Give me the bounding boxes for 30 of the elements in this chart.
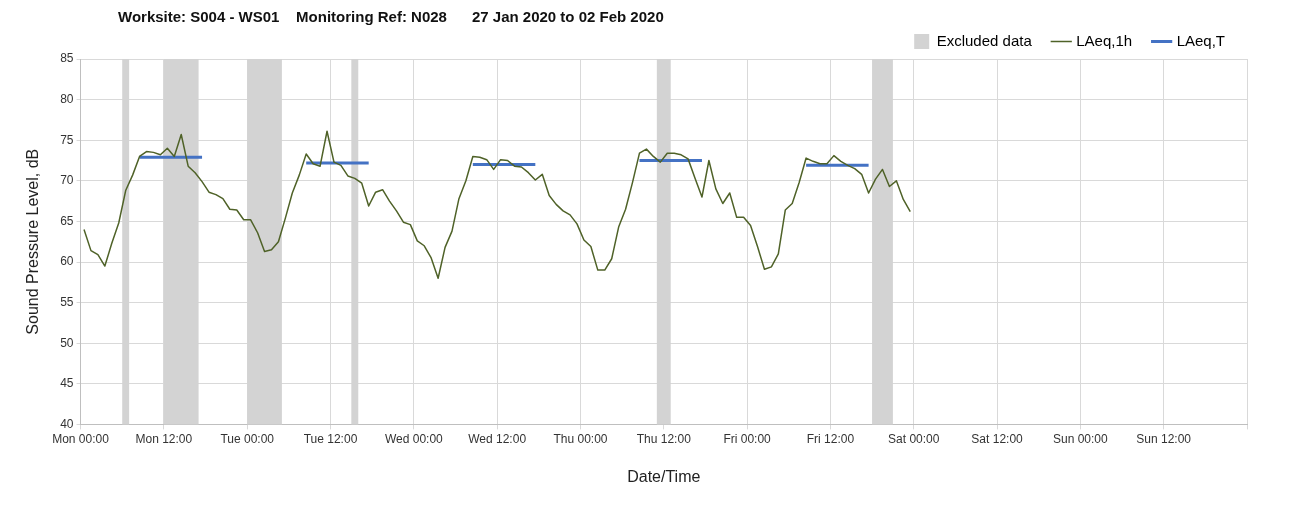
- y-tick-label: 85: [60, 51, 74, 66]
- x-axis-title: Date/Time: [627, 467, 701, 485]
- y-tick-label: 80: [60, 91, 74, 106]
- x-tick-label: Tue 00:00: [220, 431, 275, 446]
- x-tick-label: Wed 12:00: [468, 431, 527, 446]
- x-tick-label: Wed 00:00: [384, 431, 444, 446]
- y-tick-label: 55: [60, 294, 74, 309]
- x-tick-label: Thu 12:00: [636, 431, 692, 446]
- chart-title: Worksite: S004 - WS01 Monitoring Ref: N028 27 Jan 2020 to 02 Feb 2020: [118, 8, 664, 25]
- legend-label: LAeq,1h: [1076, 31, 1133, 49]
- x-tick-label: Fri 00:00: [723, 431, 772, 446]
- x-tick-label: Mon 00:00: [52, 431, 110, 446]
- y-tick-label: 65: [60, 213, 74, 228]
- y-axis-title: Sound Pressure Level, dB: [24, 148, 42, 335]
- y-tick-label: 60: [60, 254, 74, 269]
- x-tick-label: Thu 00:00: [553, 431, 608, 446]
- y-tick-label: 45: [60, 376, 74, 391]
- x-tick-label: Sat 12:00: [971, 431, 1024, 446]
- x-tick-label: Tue 12:00: [303, 431, 358, 446]
- x-tick-label: Sat 00:00: [888, 431, 940, 446]
- legend-label: LAeq,T: [1176, 31, 1226, 49]
- x-tick-label: Fri 12:00: [806, 431, 855, 446]
- y-tick-label: 70: [60, 173, 74, 188]
- y-tick-label: 50: [60, 335, 74, 350]
- y-tick-label: 75: [60, 132, 74, 147]
- y-tick-label: 40: [60, 416, 74, 431]
- x-tick-label: Sun 00:00: [1053, 431, 1109, 446]
- x-tick-label: Mon 12:00: [135, 431, 193, 446]
- x-tick-label: Sun 12:00: [1136, 431, 1192, 446]
- legend-label: Excluded data: [936, 31, 1033, 49]
